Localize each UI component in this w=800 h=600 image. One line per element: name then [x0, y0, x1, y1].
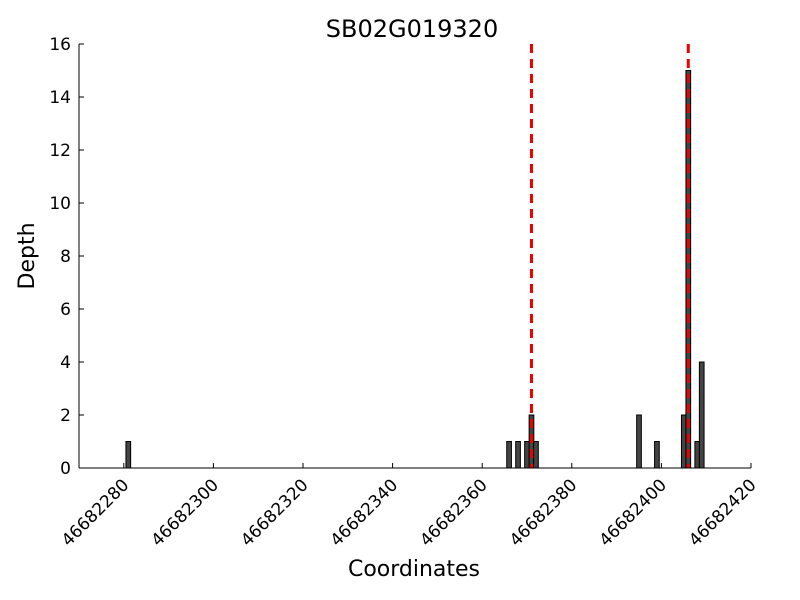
y-tick-label: 4: [60, 353, 71, 373]
x-axis-label: Coordinates: [348, 557, 480, 582]
y-tick-label: 16: [49, 35, 71, 55]
depth-bar: [654, 441, 660, 469]
y-tick-label: 2: [60, 406, 71, 426]
depth-bar: [506, 441, 512, 469]
x-tick-label: 46682400: [596, 475, 671, 550]
depth-bar: [636, 414, 642, 469]
x-tick-label: 46682420: [685, 475, 760, 550]
depth-bar: [533, 441, 539, 469]
y-axis-label: Depth: [15, 222, 40, 289]
x-tick-label: 46682300: [148, 475, 223, 550]
x-axis-ticks: 46682280 46682300 46682320 46682340 46682360…: [58, 463, 761, 551]
x-tick-label: 46682380: [506, 475, 581, 550]
chart-title: SB02G019320: [326, 15, 498, 43]
y-tick-label: 8: [60, 247, 71, 267]
depth-bar: [698, 361, 705, 469]
plot-area: [125, 44, 705, 469]
y-tick-label: 0: [60, 459, 71, 479]
depth-bar: [515, 441, 521, 469]
y-tick-label: 6: [60, 300, 71, 320]
y-axis-ticks: 0 2 4 6 8 10 12 14 16: [49, 35, 84, 479]
x-tick-label: 46682340: [327, 475, 402, 550]
x-tick-label: 46682320: [237, 475, 312, 550]
y-tick-label: 14: [49, 88, 71, 108]
x-tick-label: 46682360: [416, 475, 491, 550]
x-tick-label: 46682280: [58, 475, 133, 550]
y-tick-label: 12: [49, 141, 71, 161]
y-tick-label: 10: [49, 194, 71, 214]
depth-bar: [125, 441, 132, 469]
